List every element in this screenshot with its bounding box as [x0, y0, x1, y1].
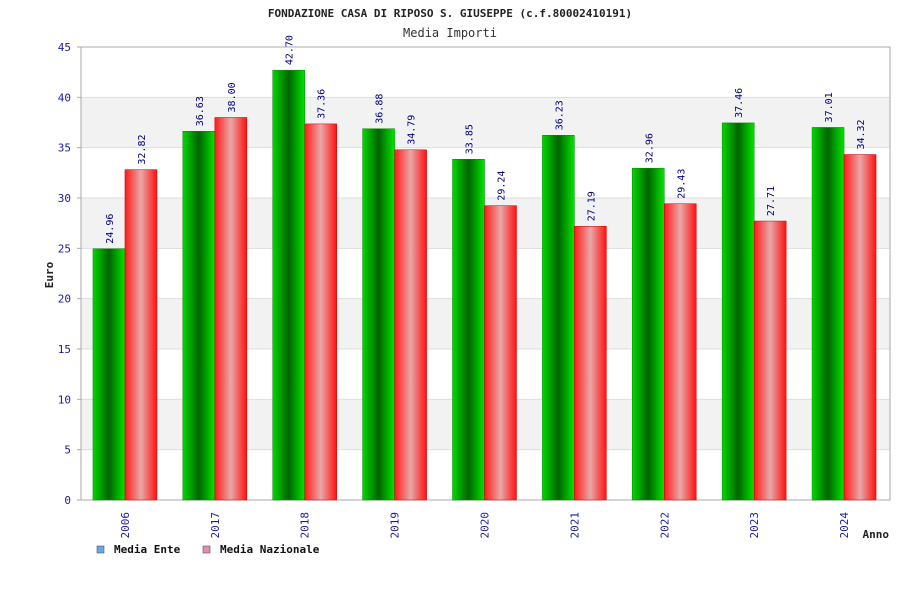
x-tick-label: 2018	[299, 512, 312, 539]
y-tick-label: 10	[58, 393, 71, 406]
value-label: 37.46	[734, 88, 745, 118]
legend-label-media-nazionale: Media Nazionale	[220, 543, 320, 556]
y-axis-label: Euro	[43, 261, 56, 288]
x-tick-label: 2024	[838, 512, 851, 539]
bar-media-nazionale-2017	[214, 117, 248, 501]
x-tick-label: 2017	[209, 512, 222, 539]
x-tick-label: 2019	[389, 512, 402, 539]
x-tick-label: 2023	[748, 512, 761, 539]
y-tick-label: 5	[64, 444, 71, 457]
y-tick-label: 45	[58, 41, 71, 54]
value-label: 36.63	[195, 96, 206, 126]
bar-media-nazionale-2022	[664, 203, 697, 501]
legend-label-media-ente: Media Ente	[114, 543, 181, 556]
bar-media-ente-2020	[452, 158, 485, 501]
y-tick-label: 0	[64, 494, 71, 507]
bar-media-nazionale-2019	[394, 149, 427, 501]
chart-title: FONDAZIONE CASA DI RIPOSO S. GIUSEPPE (c…	[268, 7, 632, 20]
bar-media-ente-2019	[362, 128, 395, 501]
value-label: 27.71	[766, 186, 777, 216]
bar-media-nazionale-2006	[124, 169, 158, 501]
value-label: 33.85	[465, 124, 476, 154]
x-tick-label: 2021	[568, 512, 581, 539]
x-axis-label: Anno	[863, 528, 890, 541]
x-tick-label: 2022	[658, 512, 671, 539]
value-label: 37.36	[317, 89, 328, 119]
value-label: 42.70	[285, 35, 296, 65]
bar-media-nazionale-2023	[753, 220, 787, 501]
bar-media-ente-2023	[721, 122, 755, 501]
value-label: 36.88	[375, 94, 386, 124]
legend-swatch-media-ente	[96, 545, 105, 554]
bar-media-ente-2022	[632, 167, 665, 501]
value-label: 29.43	[676, 169, 687, 199]
legend-swatch-media-nazionale	[202, 545, 211, 554]
value-label: 24.96	[105, 214, 116, 244]
bar-media-nazionale-2021	[574, 226, 607, 501]
y-tick-label: 35	[58, 142, 71, 155]
bar-media-ente-2024	[811, 127, 845, 501]
value-label: 32.82	[137, 135, 148, 165]
value-label: 38.00	[227, 82, 238, 112]
y-tick-label: 25	[58, 242, 71, 255]
chart-subtitle: Media Importi	[403, 26, 497, 40]
bar-media-ente-2017	[182, 131, 216, 501]
bar-media-ente-2006	[92, 248, 126, 501]
plot-band	[81, 47, 890, 98]
legend: Media Ente Media Nazionale	[96, 543, 320, 556]
y-tick-label: 20	[58, 293, 71, 306]
value-label: 27.19	[586, 191, 597, 221]
value-label: 34.79	[407, 115, 418, 145]
value-label: 34.32	[856, 119, 867, 149]
y-tick-label: 30	[58, 192, 71, 205]
bar-media-nazionale-2020	[484, 205, 517, 501]
bar-media-ente-2021	[542, 135, 575, 501]
bar-media-nazionale-2018	[304, 123, 337, 501]
value-label: 32.96	[644, 133, 655, 163]
x-tick-label: 2006	[119, 512, 132, 539]
bar-media-nazionale-2024	[843, 154, 877, 501]
y-tick-label: 40	[58, 91, 71, 104]
value-label: 29.24	[497, 171, 508, 201]
value-label: 37.01	[824, 92, 835, 122]
bar-media-ente-2018	[272, 69, 305, 501]
x-tick-label: 2020	[479, 512, 492, 539]
y-tick-label: 15	[58, 343, 71, 356]
value-label: 36.23	[554, 100, 565, 130]
